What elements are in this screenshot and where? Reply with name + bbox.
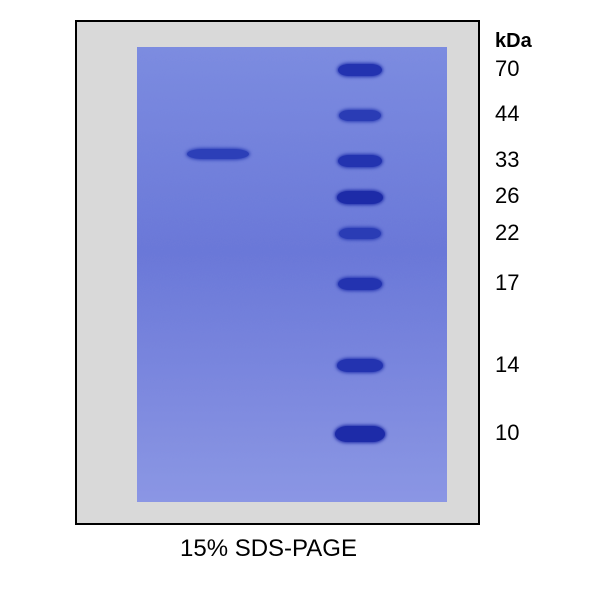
mw-label: 14 xyxy=(495,352,519,378)
caption-label: 15% SDS-PAGE xyxy=(180,535,357,563)
mw-label: 44 xyxy=(495,101,519,127)
mw-label: 22 xyxy=(495,220,519,246)
gel-area xyxy=(137,47,447,502)
gel-container: kDa 70 44 33 26 22 17 14 10 15% SDS-PAGE xyxy=(40,20,560,580)
mw-label: 33 xyxy=(495,147,519,173)
gel-band xyxy=(337,359,383,372)
mw-label: 10 xyxy=(495,420,519,446)
gel-band xyxy=(338,155,382,167)
gel-band xyxy=(338,278,382,290)
gel-band xyxy=(187,149,249,159)
mw-label: 26 xyxy=(495,183,519,209)
gel-frame xyxy=(75,20,480,525)
gel-band xyxy=(337,191,383,204)
bands-layer xyxy=(137,47,447,502)
gel-band xyxy=(338,64,382,76)
unit-label: kDa xyxy=(495,30,532,53)
gel-band xyxy=(339,228,381,239)
gel-band xyxy=(335,426,385,442)
gel-band xyxy=(339,110,381,121)
mw-label: 70 xyxy=(495,56,519,82)
mw-label: 17 xyxy=(495,270,519,296)
